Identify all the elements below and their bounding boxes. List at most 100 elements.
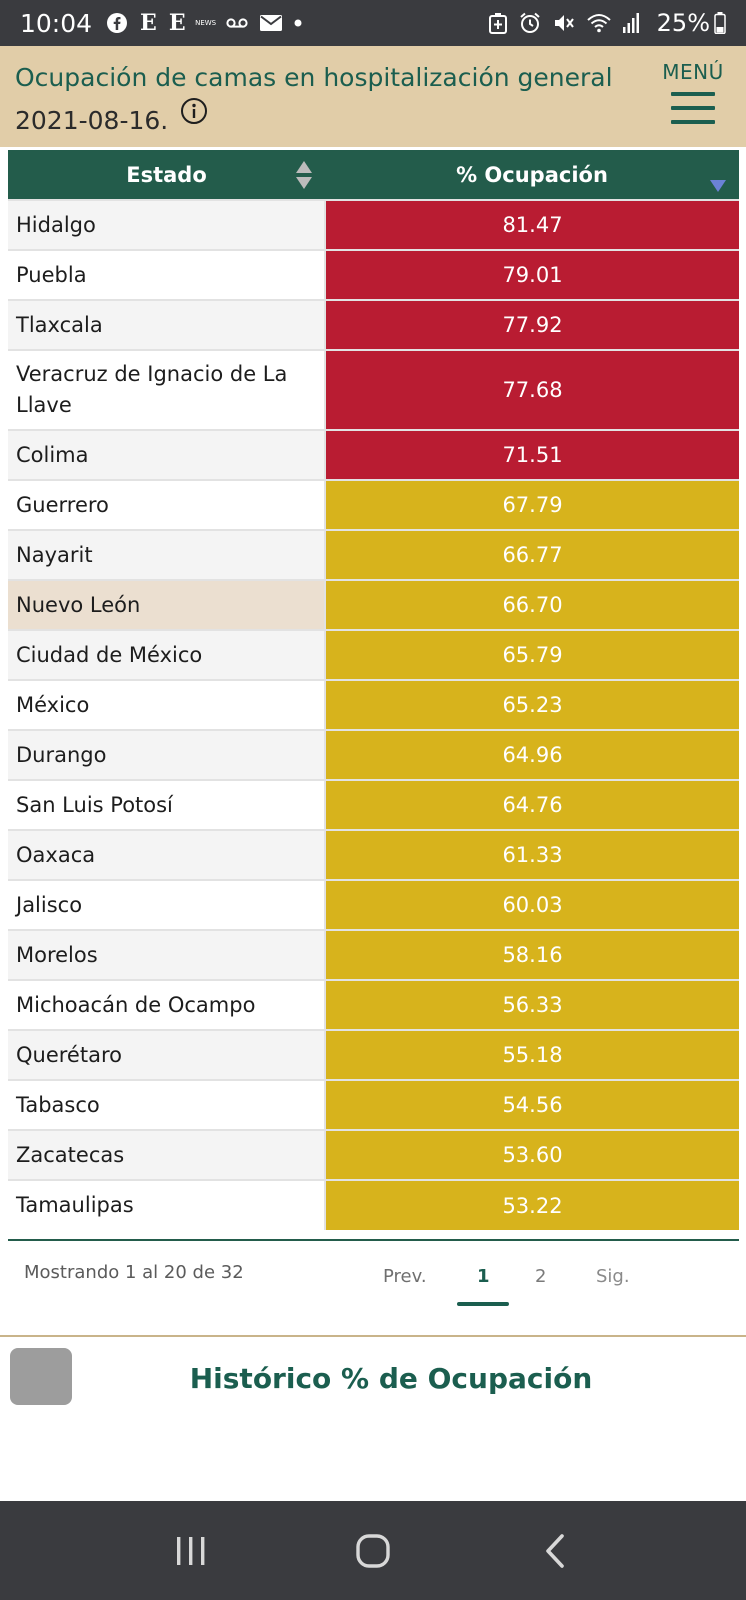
cell-estado: San Luis Potosí xyxy=(8,779,325,830)
news-app-e-icon: E xyxy=(140,10,157,36)
pagination-page-2[interactable]: 2 xyxy=(535,1266,547,1287)
table-row[interactable]: San Luis Potosí 64.76 xyxy=(8,779,739,830)
table-row[interactable]: Morelos 58.16 xyxy=(8,929,739,980)
table-row[interactable]: Oaxaca 61.33 xyxy=(8,829,739,880)
table-row[interactable]: Querétaro 55.18 xyxy=(8,1029,739,1080)
data-saver-icon xyxy=(488,12,507,34)
cell-ocupacion: 66.70 xyxy=(324,579,739,630)
cell-estado: Puebla xyxy=(8,249,325,300)
current-page-indicator xyxy=(457,1302,509,1306)
table-row[interactable]: Tabasco 54.56 xyxy=(8,1079,739,1130)
table-row[interactable]: Jalisco 60.03 xyxy=(8,879,739,930)
cell-ocupacion: 64.96 xyxy=(324,729,739,780)
column-header-ocupacion-label: % Ocupación xyxy=(456,162,608,187)
cell-estado: México xyxy=(8,679,325,730)
table-row[interactable]: Veracruz de Ignacio de La Llave 77.68 xyxy=(8,349,739,430)
cell-ocupacion: 77.68 xyxy=(324,349,739,430)
table-row[interactable]: Guerrero 67.79 xyxy=(8,479,739,530)
table-row[interactable]: Nayarit 66.77 xyxy=(8,529,739,580)
cell-estado: Tamaulipas xyxy=(8,1179,325,1230)
table-row[interactable]: Nuevo León 66.70 xyxy=(8,579,739,630)
cell-estado: Nuevo León xyxy=(8,579,325,630)
table-row[interactable]: México 65.23 xyxy=(8,679,739,730)
cell-estado: Querétaro xyxy=(8,1029,325,1080)
cell-ocupacion: 61.33 xyxy=(324,829,739,880)
sort-descending-icon xyxy=(709,174,727,198)
back-button[interactable] xyxy=(525,1521,585,1581)
battery-icon xyxy=(714,12,726,34)
cell-ocupacion: 65.23 xyxy=(324,679,739,730)
home-button[interactable] xyxy=(343,1521,403,1581)
table-row[interactable]: Puebla 79.01 xyxy=(8,249,739,300)
status-time: 10:04 xyxy=(20,8,93,38)
table-row[interactable]: Zacatecas 53.60 xyxy=(8,1129,739,1180)
cell-ocupacion: 71.51 xyxy=(324,429,739,480)
battery-percent: 25% xyxy=(656,9,710,37)
mute-icon xyxy=(553,12,575,34)
table-row[interactable]: Colima 71.51 xyxy=(8,429,739,480)
table-header-row: Estado % Ocupación xyxy=(8,150,739,200)
cell-ocupacion: 65.79 xyxy=(324,629,739,680)
cell-ocupacion: 53.60 xyxy=(324,1129,739,1180)
table-row[interactable]: Tlaxcala 77.92 xyxy=(8,299,739,350)
cell-estado: Tabasco xyxy=(8,1079,325,1130)
page-title: Ocupación de camas en hospitalización ge… xyxy=(15,58,615,140)
cell-estado: Durango xyxy=(8,729,325,780)
cell-estado: Tlaxcala xyxy=(8,299,325,350)
table-info: Mostrando 1 al 20 de 32 xyxy=(24,1262,244,1283)
table-bottom-border xyxy=(8,1239,739,1241)
cell-ocupacion: 66.77 xyxy=(324,529,739,580)
pagination-next[interactable]: Sig. xyxy=(596,1266,630,1287)
page-title-text: Ocupación de camas en hospitalización ge… xyxy=(15,63,613,92)
menu-label: MENÚ xyxy=(662,60,724,84)
app-header: Ocupación de camas en hospitalización ge… xyxy=(0,46,746,147)
column-header-estado[interactable]: Estado xyxy=(8,150,325,200)
cell-estado: Zacatecas xyxy=(8,1129,325,1180)
system-navigation-bar xyxy=(0,1501,746,1600)
facebook-icon xyxy=(106,12,128,34)
cell-ocupacion: 77.92 xyxy=(324,299,739,350)
status-bar-right: 25% xyxy=(488,9,726,37)
table-body: Hidalgo 81.47 Puebla 79.01 Tlaxcala 77.92 Vera… xyxy=(8,199,739,1230)
cell-ocupacion: 55.18 xyxy=(324,1029,739,1080)
wifi-icon xyxy=(586,13,611,33)
cell-ocupacion: 56.33 xyxy=(324,979,739,1030)
news-app-e-icon-2: E xyxy=(168,10,186,36)
cell-ocupacion: 60.03 xyxy=(324,879,739,930)
table-row[interactable]: Tamaulipas 53.22 xyxy=(8,1179,739,1230)
cell-estado: Jalisco xyxy=(8,879,325,930)
page-title-date: 2021-08-16. xyxy=(15,106,169,135)
cell-estado: Ciudad de México xyxy=(8,629,325,680)
cell-ocupacion: 79.01 xyxy=(324,249,739,300)
status-bar: 10:04 E E NEWS xyxy=(0,0,746,46)
column-header-ocupacion[interactable]: % Ocupación xyxy=(325,150,739,200)
voicemail-icon xyxy=(226,17,248,29)
table-row[interactable]: Hidalgo 81.47 xyxy=(8,199,739,250)
section-divider xyxy=(0,1335,746,1337)
dot-icon xyxy=(294,19,302,27)
cell-estado: Morelos xyxy=(8,929,325,980)
cell-estado: Guerrero xyxy=(8,479,325,530)
cell-ocupacion: 53.22 xyxy=(324,1179,739,1230)
cell-estado: Michoacán de Ocampo xyxy=(8,979,325,1030)
cell-ocupacion: 67.79 xyxy=(324,479,739,530)
cell-estado: Hidalgo xyxy=(8,199,325,250)
cell-ocupacion: 64.76 xyxy=(324,779,739,830)
hamburger-icon xyxy=(671,92,715,128)
menu-button[interactable]: MENÚ xyxy=(656,60,730,128)
table-row[interactable]: Ciudad de México 65.79 xyxy=(8,629,739,680)
pagination-previous[interactable]: Prev. xyxy=(383,1266,427,1287)
recent-apps-button[interactable] xyxy=(161,1521,221,1581)
pagination-page-1[interactable]: 1 xyxy=(477,1266,490,1287)
column-header-estado-label: Estado xyxy=(126,162,207,187)
table-row[interactable]: Durango 64.96 xyxy=(8,729,739,780)
cell-estado: Nayarit xyxy=(8,529,325,580)
cell-ocupacion: 54.56 xyxy=(324,1079,739,1130)
placeholder-image xyxy=(10,1348,72,1405)
table-row[interactable]: Michoacán de Ocampo 56.33 xyxy=(8,979,739,1030)
info-icon[interactable] xyxy=(180,97,208,136)
mail-icon xyxy=(259,15,282,31)
cell-ocupacion: 58.16 xyxy=(324,929,739,980)
signal-icon xyxy=(622,13,639,33)
occupancy-table: Estado % Ocupación Hidalgo 81.47 Puebla 79.… xyxy=(8,150,739,1230)
